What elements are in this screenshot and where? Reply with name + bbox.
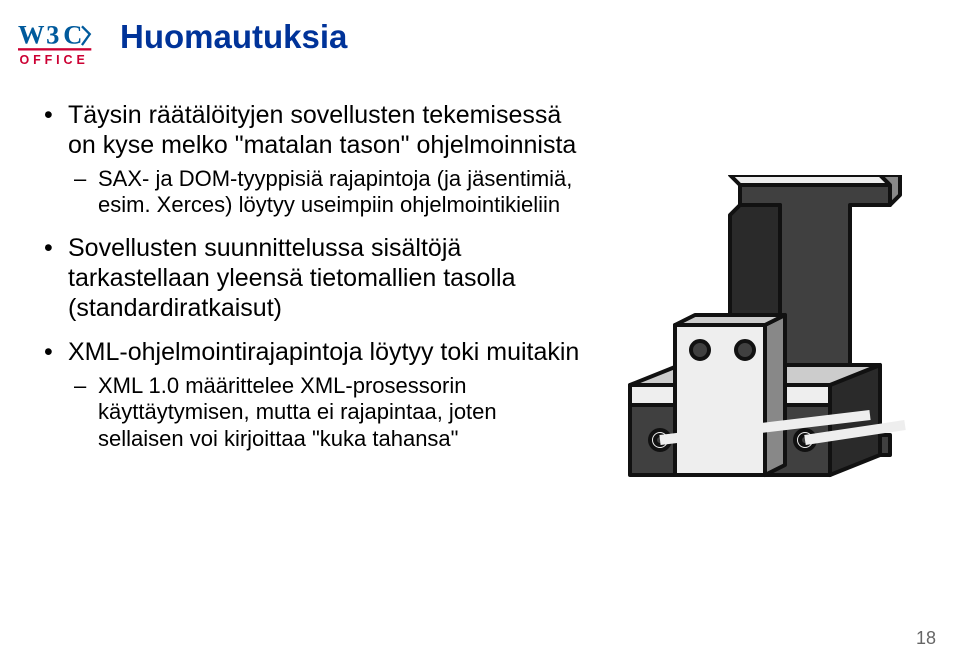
- logo-check-icon: [82, 26, 90, 45]
- bullet-3a: XML 1.0 määrittelee XML-prosessorin käyt…: [68, 373, 585, 452]
- steel-beam-clipart: [620, 175, 930, 495]
- bullet-3a-text: XML 1.0 määrittelee XML-prosessorin käyt…: [98, 373, 497, 451]
- page-number: 18: [916, 628, 936, 649]
- bullet-1: Täysin räätälöityjen sovellusten tekemis…: [40, 100, 585, 219]
- bullet-1a: SAX- ja DOM-tyyppisiä rajapintoja (ja jä…: [68, 166, 585, 219]
- logo-c: C: [63, 20, 82, 50]
- bullet-3-text: XML-ohjelmointirajapintoja löytyy toki m…: [68, 338, 579, 366]
- bullet-2-text: Sovellusten suunnittelussa sisältöjä tar…: [68, 234, 515, 322]
- logo-w: W: [18, 20, 45, 50]
- bullet-3: XML-ohjelmointirajapintoja löytyy toki m…: [40, 337, 585, 452]
- w3c-office-logo: W 3 C OFFICE: [18, 20, 96, 72]
- logo-3: 3: [46, 20, 59, 50]
- bullet-1a-text: SAX- ja DOM-tyyppisiä rajapintoja (ja jä…: [98, 166, 572, 217]
- bullet-1-text: Täysin räätälöityjen sovellusten tekemis…: [68, 101, 576, 159]
- slide: W 3 C OFFICE Huomautuksia Täysin räätälö…: [0, 0, 960, 661]
- bullet-2: Sovellusten suunnittelussa sisältöjä tar…: [40, 233, 585, 323]
- slide-content: Täysin räätälöityjen sovellusten tekemis…: [40, 100, 585, 466]
- logo-office-text: OFFICE: [20, 53, 89, 67]
- logo-divider: [18, 48, 91, 50]
- slide-title: Huomautuksia: [120, 18, 347, 56]
